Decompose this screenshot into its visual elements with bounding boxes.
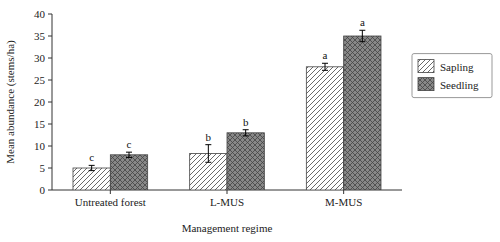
y-tick-label: 35 [34,30,46,42]
error-bar [205,145,211,163]
bar [344,36,381,190]
significance-label: c [89,151,94,163]
y-tick [48,146,52,147]
legend-box [412,54,492,98]
y-tick [48,190,52,191]
error-bar [243,130,249,136]
x-axis-title: Management regime [182,222,273,234]
chart: 0 5 10 15 20 25 30 35 40 Untreated forest L-MUS M-M… [0,0,500,242]
x-tick [343,190,344,194]
legend-swatch [418,78,434,91]
y-tick-label: 40 [34,8,46,20]
y-tick [48,124,52,125]
significance-label: a [360,16,365,28]
y-tick-label: 25 [34,74,46,86]
significance-label: c [127,138,132,150]
significance-label: b [243,116,249,128]
significance-label: a [323,49,328,61]
y-tick [48,14,52,15]
bar [227,133,264,190]
significance-label: b [206,131,212,143]
bar [73,168,110,190]
x-tick [110,190,111,194]
y-tick [48,102,52,103]
y-tick-label: 0 [40,184,46,196]
y-tick [48,80,52,81]
bar [306,67,343,190]
y-tick-label: 15 [34,118,46,130]
y-axis-title: Mean abundance (stems/ha) [4,40,17,164]
bars [73,30,381,190]
x-tick-label: L-MUS [210,196,244,208]
error-bar [322,63,328,70]
bar [110,155,147,190]
error-bar [126,152,132,157]
legend: Sapling Seedling [412,54,492,98]
x-tick-label: Untreated forest [75,196,146,208]
legend-label: Sapling [440,61,474,73]
y-tick-label: 30 [34,52,46,64]
annotations: c b a c b a [89,16,365,163]
legend-swatch [418,60,434,73]
y-tick [48,58,52,59]
error-bar [359,30,365,41]
x-tick-label: M-MUS [325,196,362,208]
axes: 0 5 10 15 20 25 30 35 40 Untreated forest L-MUS M-M… [34,8,402,209]
x-tick [227,190,228,194]
y-axis-line [52,14,53,190]
y-tick-label: 20 [34,96,46,108]
y-tick [48,36,52,37]
legend-label: Seedling [440,79,479,91]
y-tick-label: 5 [40,162,46,174]
y-tick-label: 10 [34,140,46,152]
error-bar [89,165,95,170]
y-tick [48,168,52,169]
